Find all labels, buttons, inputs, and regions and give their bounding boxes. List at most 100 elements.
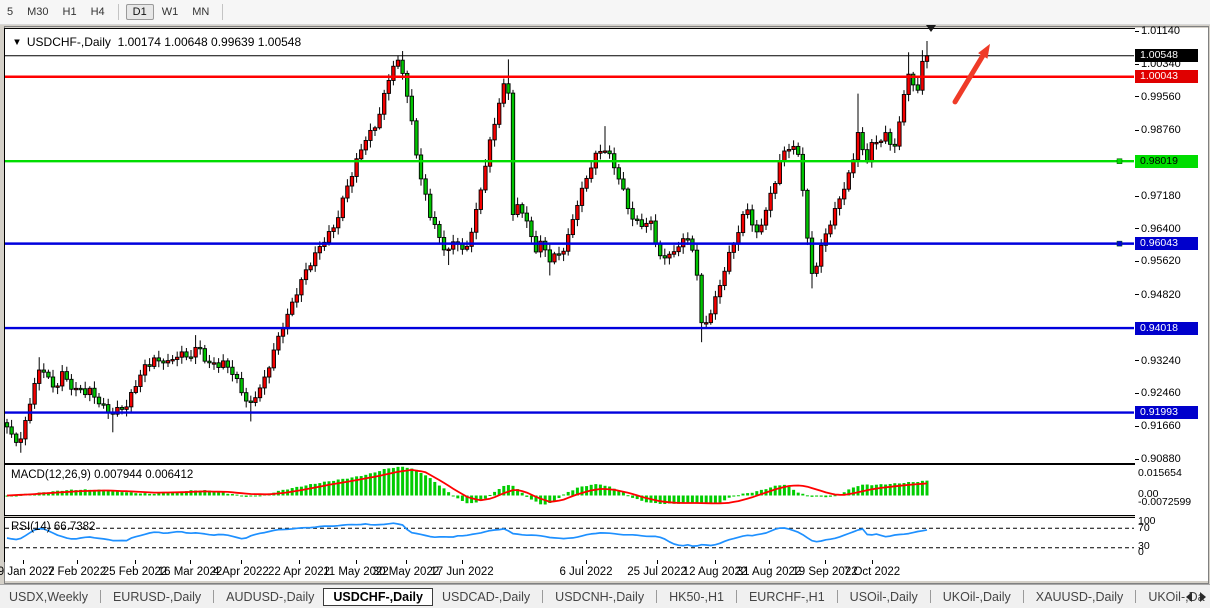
horizontal-line-0.98019[interactable] (5, 158, 1134, 164)
chart-tab-usoil-daily[interactable]: USOil-,Daily (849, 589, 918, 604)
chart-tab-eurusd-daily[interactable]: EURUSD-,Daily (112, 589, 202, 604)
tabs-scroll-right-icon[interactable] (1200, 591, 1206, 602)
chart-tab-ukoil-daily[interactable]: UKOil-,Daily (942, 589, 1011, 604)
date-axis-label: 19 Sep 2022 (792, 566, 858, 578)
price-axis-tick-label: 0.99560 (1141, 90, 1181, 103)
date-axis-label: 19 Jan 2022 (0, 566, 55, 578)
chart-tab-usdchf-daily[interactable]: USDCHF-,Daily (323, 587, 433, 606)
rsi-axis-label: 100 (1138, 515, 1156, 527)
date-axis-tick (77, 560, 78, 564)
date-axis-label: 25 Feb 2022 (102, 566, 168, 578)
chart-tabs-bar: USDX,Weekly EURUSD-,Daily AUDUSD-,Daily USD… (0, 584, 1210, 608)
timeframe-button-d1[interactable]: D1 (125, 4, 154, 20)
price-axis-tick (1135, 294, 1139, 296)
date-axis-label: 16 Mar 2022 (157, 566, 223, 578)
tab-divider (542, 590, 544, 603)
chart-tab-hk50-h1[interactable]: HK50-,H1 (669, 589, 724, 604)
date-axis-tick (190, 560, 191, 564)
chart-tab-usdcnh-daily[interactable]: USDCNH-,Daily (555, 589, 645, 604)
ohlc-close: 1.00548 (257, 35, 302, 49)
price-axis-tick-label: 0.96400 (1141, 222, 1181, 235)
price-axis-tick (1135, 129, 1139, 131)
price-line-badge: 0.98019 (1135, 154, 1198, 168)
toolbar-divider (222, 4, 224, 20)
price-line-badge: 1.00043 (1135, 70, 1198, 84)
tab-divider (1135, 590, 1137, 603)
macd-axis-label: -0.0072599 (1138, 496, 1192, 508)
price-axis-tick (1135, 360, 1139, 362)
price-line-badge: 0.94018 (1135, 321, 1198, 335)
timeframe-button-mn[interactable]: MN (192, 6, 210, 18)
date-axis-tick (299, 560, 300, 564)
price-axis-tick (1135, 63, 1139, 65)
chart-tab-eurchf-h1[interactable]: EURCHF-,H1 (748, 589, 825, 604)
price-axis-tick-label: 0.90880 (1141, 453, 1181, 465)
timeframe-button-5[interactable]: 5 (7, 6, 14, 18)
timeframe-toolbar: 5 M30 H1 H4 D1 W1 MN (0, 0, 1210, 25)
tab-divider (836, 590, 838, 603)
macd-canvas[interactable] (5, 465, 1134, 513)
timeframe-button-w1[interactable]: W1 (161, 6, 179, 18)
tab-divider (929, 590, 931, 603)
rsi-axis-label: 0 (1138, 546, 1144, 558)
date-axis-tick (872, 560, 873, 564)
chart-dropdown-icon[interactable]: ▼ (12, 36, 22, 48)
price-axis-tick (1135, 425, 1139, 427)
chart-title: ▼ USDCHF-,Daily 1.00174 1.00648 0.99639 1… (11, 35, 301, 49)
date-axis-label: 30 May 2022 (372, 566, 440, 578)
trend-arrow-annotation[interactable] (952, 43, 990, 105)
date-axis-label: 7 Feb 2022 (47, 566, 107, 578)
price-axis-tick-label: 0.94820 (1141, 288, 1181, 301)
price-axis-tick (1135, 392, 1139, 394)
ohlc-high: 1.00648 (164, 35, 208, 49)
tab-divider (213, 590, 215, 603)
chart-tab-usdx-weekly[interactable]: USDX,Weekly (9, 589, 88, 604)
chart-tab-usdcad-daily[interactable]: USDCAD-,Daily (441, 589, 531, 604)
rsi-pane (4, 517, 1137, 562)
price-axis-tick (1135, 458, 1139, 460)
timeframe-button-m30[interactable]: M30 (27, 6, 49, 18)
date-axis-tick (23, 560, 24, 564)
price-line-badge: 0.91993 (1135, 406, 1198, 420)
price-axis-tick-label: 0.98760 (1141, 124, 1181, 137)
price-axis-tick (1135, 96, 1139, 98)
timeframe-button-h4[interactable]: H4 (90, 6, 105, 18)
date-axis-label: 31 Aug 2022 (736, 566, 802, 578)
macd-axis-label: 0.00 (1138, 488, 1159, 500)
price-chart-canvas[interactable] (5, 29, 1134, 461)
price-axis-tick-label: 0.95620 (1141, 255, 1181, 268)
rsi-axis-label: 30 (1138, 540, 1150, 552)
date-axis-label: 25 Jul 2022 (627, 566, 687, 578)
price-axis-tick (1135, 228, 1139, 230)
date-axis-tick (135, 560, 136, 564)
ohlc-open: 1.00174 (117, 35, 161, 49)
chart-tab-xauusd-daily[interactable]: XAUUSD-,Daily (1035, 589, 1124, 604)
ohlc-low: 0.99639 (211, 35, 255, 49)
rsi-label: RSI(14) 66.7382 (11, 521, 96, 533)
date-axis-label: 6 Jul 2022 (559, 566, 613, 578)
tab-divider (1022, 590, 1024, 603)
price-line-badge: 0.96043 (1135, 237, 1198, 251)
horizontal-line-0.96043[interactable] (5, 240, 1134, 247)
chart-tab-audusd-daily[interactable]: AUDUSD-,Daily (226, 589, 315, 604)
date-axis-label: 22 Apr 2022 (267, 566, 331, 578)
date-axis-label: 7 Oct 2022 (843, 566, 901, 578)
date-axis-tick (825, 560, 826, 564)
price-axis-tick-label: 0.91660 (1141, 420, 1181, 433)
tab-divider (656, 590, 658, 603)
date-axis-tick (715, 560, 716, 564)
rsi-canvas[interactable] (5, 518, 1134, 559)
date-axis-label: 12 Aug 2022 (682, 566, 748, 578)
date-axis-label: 11 May 2022 (323, 566, 389, 578)
price-axis (1135, 28, 1208, 560)
price-chart-pane (4, 28, 1137, 464)
price-axis-tick-label: 1.01140 (1141, 25, 1180, 37)
price-axis-tick-label: 0.97180 (1141, 190, 1181, 203)
timeframe-button-h1[interactable]: H1 (62, 6, 77, 18)
tab-divider (735, 590, 737, 603)
chart-shift-marker-icon[interactable] (926, 25, 936, 32)
date-axis-tick (657, 560, 658, 564)
rsi-axis-label: 70 (1138, 522, 1150, 534)
tabs-scroll-left-icon[interactable] (1186, 591, 1192, 602)
